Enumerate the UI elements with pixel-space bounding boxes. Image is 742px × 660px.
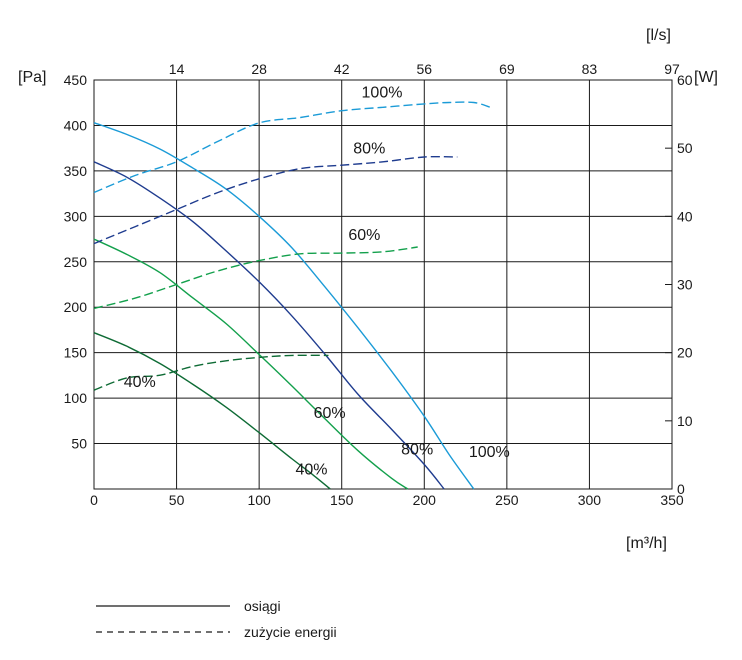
series-layer	[93, 101, 491, 490]
x-tick-label: 350	[660, 492, 684, 508]
series-line-60-energy	[93, 246, 418, 310]
y-right-tick-label: 20	[677, 345, 693, 361]
annotation-layer: 100% 80% 60% 40% 100% 80% 60% 40%	[124, 85, 510, 479]
x-tick-label: 300	[578, 492, 602, 508]
series-line-100-performance	[93, 122, 475, 490]
x-tick-label: 200	[413, 492, 437, 508]
series-label: 80%	[401, 441, 433, 458]
bottom-axis-unit: [m³/h]	[626, 535, 667, 552]
x-top-tick-label: 56	[416, 61, 432, 77]
y-right-tick-label: 50	[677, 140, 693, 156]
series-line-80-energy	[93, 155, 458, 245]
y-left-tick-label: 250	[64, 254, 88, 270]
legend-label-performance: osiągi	[244, 598, 281, 614]
y-right-tick-label: 0	[677, 481, 685, 497]
grid	[94, 79, 672, 489]
series-line-100-energy	[93, 101, 491, 194]
x-top-tick-label: 42	[334, 61, 350, 77]
series-label: 100%	[469, 444, 510, 461]
left-axis-unit: [Pa]	[18, 69, 46, 86]
series-label: 40%	[295, 461, 327, 478]
x-top-tick-label: 69	[499, 61, 515, 77]
series-line-60-performance	[93, 238, 409, 490]
x-tick-label: 50	[169, 492, 185, 508]
y-right-tick-label: 10	[677, 413, 693, 429]
x-tick-label: 100	[247, 492, 271, 508]
y-right-tick-label: 30	[677, 277, 693, 293]
y-left-tick-label: 200	[64, 299, 88, 315]
x-top-tick-label: 83	[582, 61, 598, 77]
y-left-tick-label: 300	[64, 208, 88, 224]
y-left-tick-label: 50	[71, 436, 87, 452]
legend-label-energy: zużycie energii	[244, 624, 337, 640]
x-top-tick-label: 28	[251, 61, 267, 77]
y-left-tick-label: 100	[64, 390, 88, 406]
legend: osiągi zużycie energii	[96, 598, 337, 640]
series-label: 40%	[124, 374, 156, 391]
series-line-40-performance	[93, 332, 331, 490]
series-line-40-energy	[93, 354, 329, 391]
y-right-tick-label: 40	[677, 208, 693, 224]
x-top-tick-label: 97	[664, 61, 680, 77]
series-label: 60%	[348, 227, 380, 244]
x-tick-label: 150	[330, 492, 354, 508]
x-tick-label: 250	[495, 492, 519, 508]
y-left-tick-label: 350	[64, 163, 88, 179]
y-left-tick-label: 400	[64, 117, 88, 133]
series-line-80-performance	[93, 161, 445, 490]
right-axis-unit: [W]	[694, 69, 718, 86]
series-label: 100%	[362, 85, 403, 102]
y-left-tick-label: 450	[64, 72, 88, 88]
x-tick-label: 0	[90, 492, 98, 508]
y-right-tick-label: 60	[677, 72, 693, 88]
series-label: 60%	[314, 405, 346, 422]
x-top-tick-label: 14	[169, 61, 185, 77]
series-label: 80%	[353, 141, 385, 158]
y-left-tick-label: 150	[64, 345, 88, 361]
top-axis-unit: [l/s]	[646, 27, 671, 44]
